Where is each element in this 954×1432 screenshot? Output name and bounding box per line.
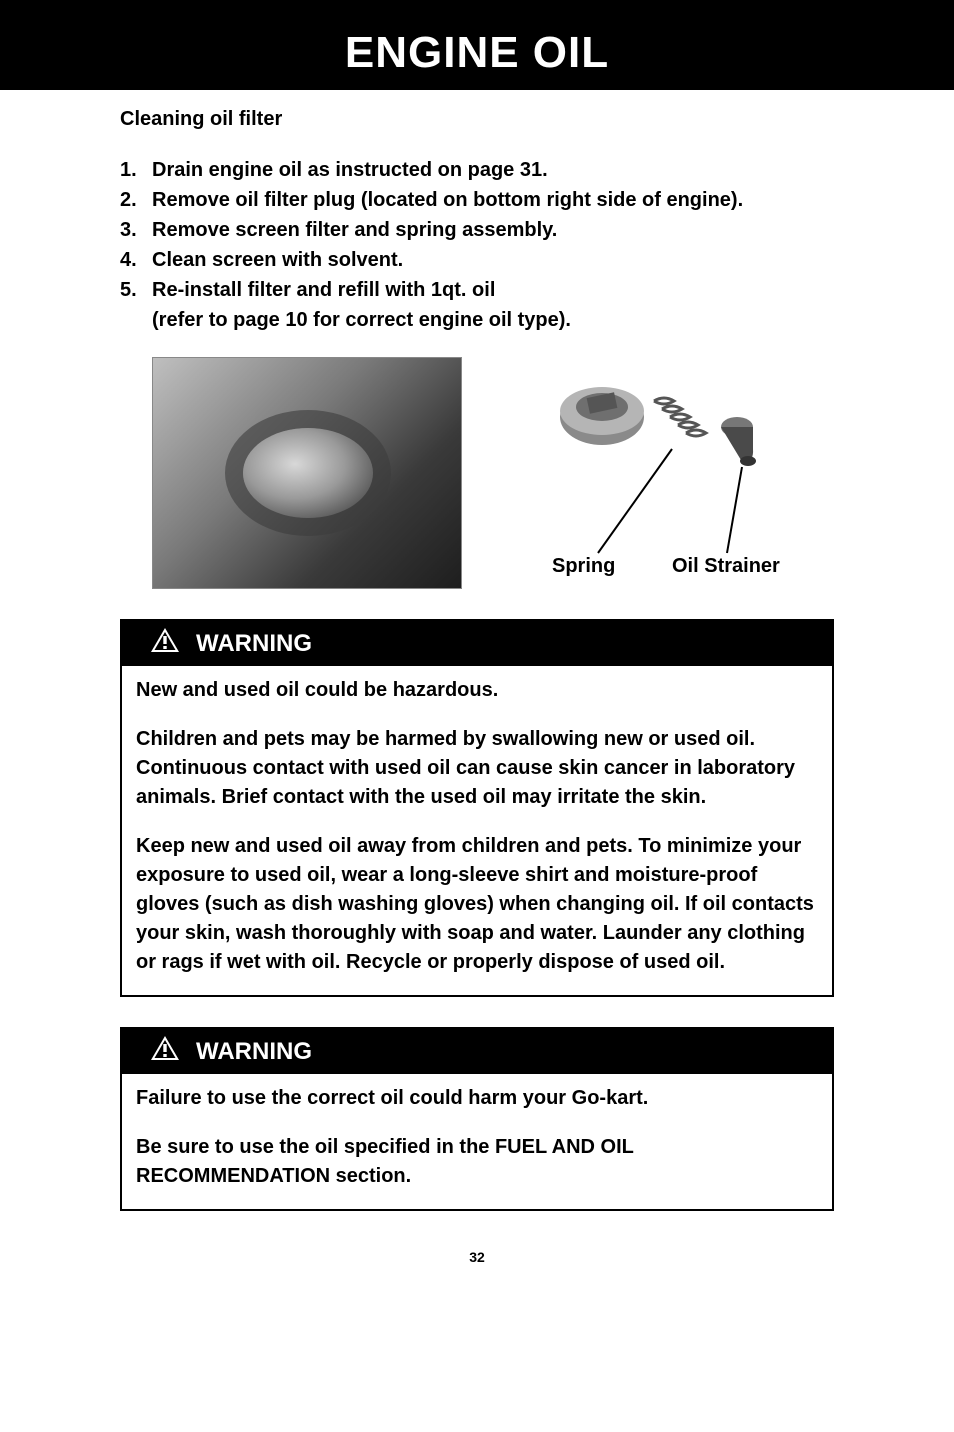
warning-body: New and used oil could be hazardous. Chi… xyxy=(122,666,832,995)
step-item: 4. Clean screen with solvent. xyxy=(120,245,834,275)
step-text: Remove screen filter and spring assembly… xyxy=(152,215,834,245)
step-text: Drain engine oil as instructed on page 3… xyxy=(152,155,834,185)
label-strainer: Oil Strainer xyxy=(672,555,780,578)
warning-para: Failure to use the correct oil could har… xyxy=(136,1084,818,1113)
plug-icon xyxy=(560,387,644,445)
warning-header: WARNING xyxy=(122,1029,832,1074)
section-subhead: Cleaning oil filter xyxy=(120,108,834,131)
step-item: 1. Drain engine oil as instructed on pag… xyxy=(120,155,834,185)
spring-icon xyxy=(654,398,706,436)
step-number: 4. xyxy=(120,245,152,275)
content-area: Cleaning oil filter 1. Drain engine oil … xyxy=(0,90,954,1265)
callout-line-spring xyxy=(598,449,672,553)
warning-para: Be sure to use the oil specified in the … xyxy=(136,1133,818,1191)
warning-box: WARNING Failure to use the correct oil c… xyxy=(120,1027,834,1211)
warning-triangle-icon xyxy=(150,1035,180,1068)
warning-para: Keep new and used oil away from children… xyxy=(136,832,818,977)
step-item: 3. Remove screen filter and spring assem… xyxy=(120,215,834,245)
warning-title: WARNING xyxy=(196,1038,312,1066)
step-number: 5. xyxy=(120,275,152,335)
engine-photo xyxy=(152,357,462,589)
parts-diagram: Spring Oil Strainer xyxy=(522,357,802,589)
warning-box: WARNING New and used oil could be hazard… xyxy=(120,619,834,997)
step-number: 3. xyxy=(120,215,152,245)
header-band: ENGINE OIL xyxy=(0,0,954,90)
step-text: Clean screen with solvent. xyxy=(152,245,834,275)
label-spring: Spring xyxy=(552,555,615,578)
step-text: Remove oil filter plug (located on botto… xyxy=(152,185,834,215)
step-item: 5. Re-install filter and refill with 1qt… xyxy=(120,275,834,335)
step-item: 2. Remove oil filter plug (located on bo… xyxy=(120,185,834,215)
page-title: ENGINE OIL xyxy=(0,28,954,78)
warning-para: New and used oil could be hazardous. xyxy=(136,676,818,705)
page: ENGINE OIL Cleaning oil filter 1. Drain … xyxy=(0,0,954,1305)
warning-title: WARNING xyxy=(196,630,312,658)
warning-body: Failure to use the correct oil could har… xyxy=(122,1074,832,1209)
warning-triangle-icon xyxy=(150,627,180,660)
warning-header: WARNING xyxy=(122,621,832,666)
page-number: 32 xyxy=(120,1249,834,1265)
figure-row: Spring Oil Strainer xyxy=(120,357,834,589)
callout-line-strainer xyxy=(727,467,742,553)
steps-list: 1. Drain engine oil as instructed on pag… xyxy=(120,155,834,335)
strainer-icon xyxy=(721,417,756,466)
warning-para: Children and pets may be harmed by swall… xyxy=(136,725,818,812)
step-number: 2. xyxy=(120,185,152,215)
step-text: Re-install filter and refill with 1qt. o… xyxy=(152,275,834,335)
step-number: 1. xyxy=(120,155,152,185)
